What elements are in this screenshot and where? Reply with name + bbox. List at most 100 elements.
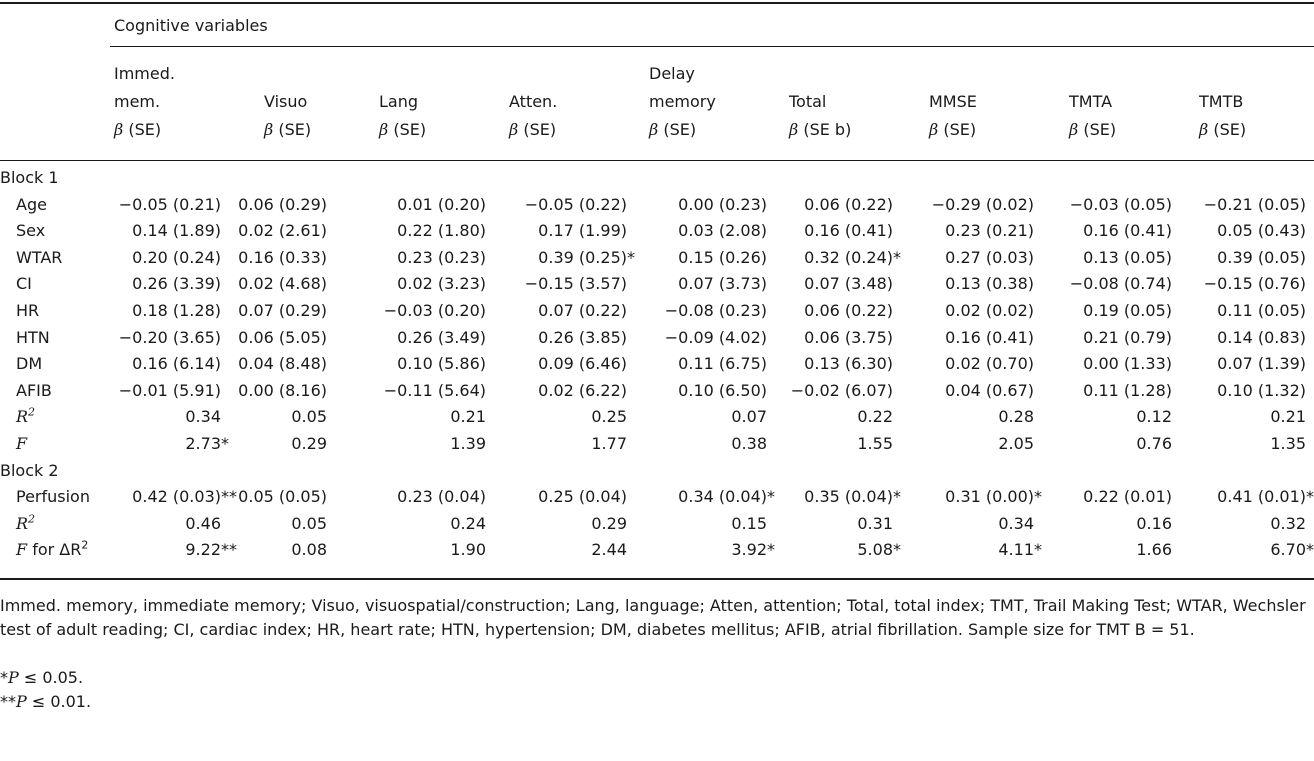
cell-value: 0.29 bbox=[291, 434, 327, 453]
cell-value: 0.17 (1.99) bbox=[538, 221, 627, 241]
column-stat-label: (SE) bbox=[938, 120, 977, 139]
row-label-text: WTAR bbox=[16, 247, 63, 267]
cell-value: 0.07 (3.73) bbox=[678, 274, 767, 294]
column-header-line: Visuo bbox=[264, 92, 308, 111]
sig1-var: P bbox=[8, 668, 19, 687]
significance-marker: * bbox=[1034, 540, 1042, 560]
cell-value: 0.00 (0.23) bbox=[678, 194, 767, 214]
table-cell: 0.26 (3.49) bbox=[397, 328, 486, 348]
cell-value: 6.70 bbox=[1270, 540, 1306, 560]
cell-value: 5.08 bbox=[857, 540, 893, 560]
cell-value: 0.28 bbox=[998, 407, 1034, 427]
table-cell: 0.05 bbox=[291, 514, 327, 534]
cell-value: 0.00 (8.16) bbox=[238, 380, 327, 400]
column-header-stat: β (SE) bbox=[379, 120, 426, 140]
table-cell: 0.21 (0.79) bbox=[1083, 328, 1172, 348]
table-cell: −0.08 (0.74) bbox=[1070, 274, 1172, 294]
table-cell: 0.22 (0.01) bbox=[1083, 487, 1172, 507]
row-label-text: Age bbox=[16, 194, 47, 214]
cell-value: 0.07 (1.39) bbox=[1217, 354, 1306, 374]
cell-value: 0.34 bbox=[185, 407, 221, 427]
cell-value: 0.26 (3.85) bbox=[538, 327, 627, 347]
table-cell: −0.09 (4.02) bbox=[665, 328, 767, 348]
cell-value: 0.07 (0.22) bbox=[538, 301, 627, 320]
cell-value: 0.23 (0.21) bbox=[945, 221, 1034, 241]
significance-marker: * bbox=[1034, 487, 1042, 507]
table-cell: 0.15 bbox=[731, 514, 767, 534]
cell-value: 0.22 bbox=[857, 407, 893, 427]
column-header-stat: β (SE) bbox=[1069, 120, 1116, 140]
table-cell: 0.07 (3.48) bbox=[804, 274, 893, 294]
table-cell: −0.15 (0.76) bbox=[1204, 274, 1306, 294]
cell-value: 0.12 bbox=[1136, 407, 1172, 427]
cell-value: 0.07 (0.29) bbox=[238, 301, 327, 320]
table-cell: 0.11 (1.28) bbox=[1083, 381, 1172, 401]
table-cell: 0.23 (0.21) bbox=[945, 221, 1034, 241]
cell-value: 0.06 (0.22) bbox=[804, 301, 893, 320]
cell-value: −0.08 (0.23) bbox=[664, 301, 767, 320]
row-label-text: R bbox=[16, 407, 29, 427]
row-label-text: Perfusion bbox=[16, 487, 90, 507]
table-cell: 0.06 (3.75) bbox=[804, 328, 893, 348]
table-cell: 0.23 (0.23) bbox=[397, 248, 486, 268]
cognitive-variables-rule bbox=[110, 46, 1314, 47]
column-header-stat: β (SE) bbox=[509, 120, 556, 140]
table-cell: 0.00 (8.16) bbox=[238, 381, 327, 401]
table-cell: −0.05 (0.22) bbox=[525, 195, 627, 215]
table-cell: 0.27 (0.03) bbox=[945, 248, 1034, 268]
table-cell: 0.26 (3.39) bbox=[132, 274, 221, 294]
cell-value: 0.20 (0.24) bbox=[132, 247, 221, 267]
table-cell: 0.14 (1.89) bbox=[132, 221, 221, 241]
table-cell: 0.19 (0.05) bbox=[1083, 301, 1172, 321]
table-cell: 0.02 (4.68) bbox=[238, 274, 327, 294]
table-cell: 0.10 (6.50) bbox=[678, 381, 767, 401]
cell-value: 0.13 (0.38) bbox=[945, 274, 1034, 294]
table-cell: −0.05 (0.21) bbox=[119, 195, 221, 215]
table-cell: 0.13 (6.30) bbox=[804, 354, 893, 374]
cell-value: 1.77 bbox=[591, 434, 627, 453]
table-cell: 0.34 (0.04) * bbox=[678, 487, 775, 507]
column-header-line: Delay bbox=[649, 64, 695, 83]
table-cell: 0.31 bbox=[857, 514, 893, 534]
cell-value: 0.02 (0.70) bbox=[945, 354, 1034, 374]
table-cell: 0.28 bbox=[998, 407, 1034, 427]
cell-value: 0.11 (1.28) bbox=[1083, 380, 1172, 400]
significance-footnote-1: *P ≤ 0.05. bbox=[0, 666, 1310, 690]
table-cell: 0.03 (2.08) bbox=[678, 221, 767, 241]
cell-value: 1.39 bbox=[450, 434, 486, 453]
row-label: Age bbox=[16, 195, 47, 215]
cell-value: 0.16 (0.41) bbox=[945, 327, 1034, 347]
table-cell: 0.76 bbox=[1136, 434, 1172, 454]
cell-value: 0.13 (6.30) bbox=[804, 354, 893, 374]
table-cell: 2.73 * bbox=[185, 434, 229, 454]
table-cell: 0.31 (0.00) * bbox=[945, 487, 1042, 507]
table-cell: 0.05 (0.05) bbox=[238, 487, 327, 507]
table-cell: 0.08 bbox=[291, 540, 327, 560]
row-label-sup: 2 bbox=[28, 406, 36, 420]
cell-value: 0.10 (6.50) bbox=[678, 380, 767, 400]
table-cell: −0.02 (6.07) bbox=[791, 381, 893, 401]
cell-value: 0.23 (0.04) bbox=[397, 487, 486, 507]
column-header-stat: β (SE) bbox=[929, 120, 976, 140]
table-cell: 0.02 (3.23) bbox=[397, 274, 486, 294]
table-cell: 0.23 (0.04) bbox=[397, 487, 486, 507]
table-cell: 0.06 (5.05) bbox=[238, 328, 327, 348]
row-label-text: HTN bbox=[16, 327, 50, 347]
row-label-sup: 2 bbox=[28, 512, 36, 526]
cell-value: 0.07 bbox=[731, 407, 767, 427]
cell-value: 0.09 (6.46) bbox=[538, 354, 627, 374]
cell-value: 0.24 bbox=[450, 513, 486, 533]
cell-value: 0.02 (0.02) bbox=[945, 301, 1034, 320]
row-label: R2 bbox=[16, 512, 36, 534]
table-cell: 0.06 (0.22) bbox=[804, 301, 893, 321]
table-cell: 0.04 (8.48) bbox=[238, 354, 327, 374]
cell-value: 0.19 (0.05) bbox=[1083, 301, 1172, 320]
table-cell: 0.16 (0.41) bbox=[804, 221, 893, 241]
cell-value: 0.22 (0.01) bbox=[1083, 487, 1172, 507]
cell-value: −0.02 (6.07) bbox=[790, 380, 893, 400]
table-cell: 1.39 bbox=[450, 434, 486, 454]
cell-value: 0.02 (3.23) bbox=[397, 274, 486, 294]
beta-symbol: β bbox=[379, 120, 389, 139]
table-cell: 1.90 bbox=[450, 540, 486, 560]
cell-value: 0.15 (0.26) bbox=[678, 247, 767, 267]
